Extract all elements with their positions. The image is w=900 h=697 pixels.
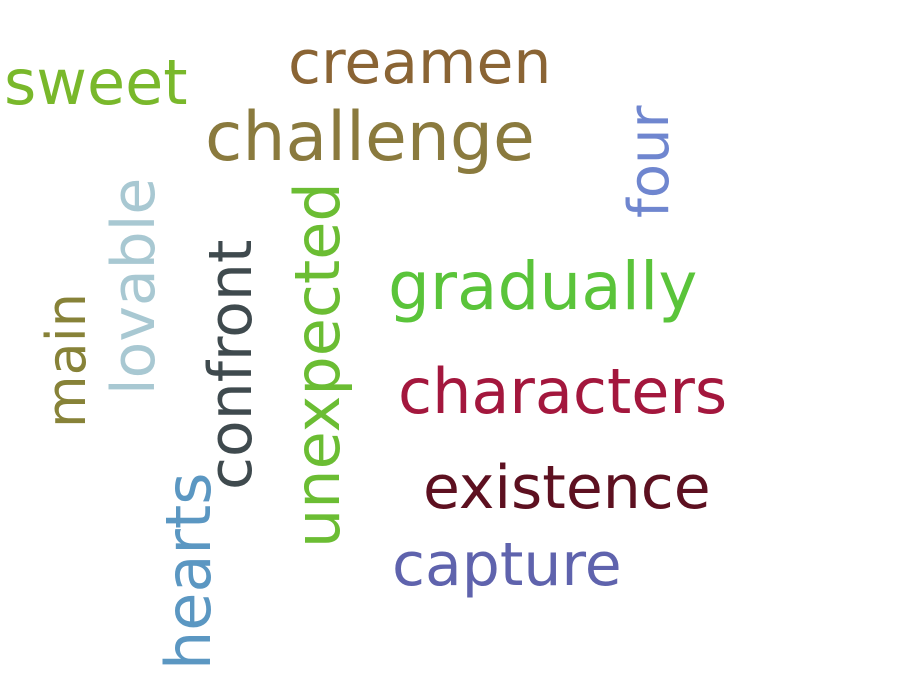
word-hearts: hearts — [152, 472, 225, 670]
word-capture: capture — [392, 530, 622, 600]
word-existence: existence — [423, 453, 711, 523]
word-challenge: challenge — [205, 98, 535, 177]
word-main: main — [35, 293, 98, 428]
word-lovable: lovable — [99, 177, 169, 395]
word-unexpected: unexpected — [281, 182, 354, 548]
word-sweet: sweet — [4, 46, 188, 119]
word-characters: characters — [398, 355, 728, 428]
word-creamen: creamen — [288, 28, 552, 98]
word-four: four — [617, 105, 682, 219]
word-confront: confront — [196, 239, 266, 490]
word-gradually: gradually — [388, 248, 698, 325]
